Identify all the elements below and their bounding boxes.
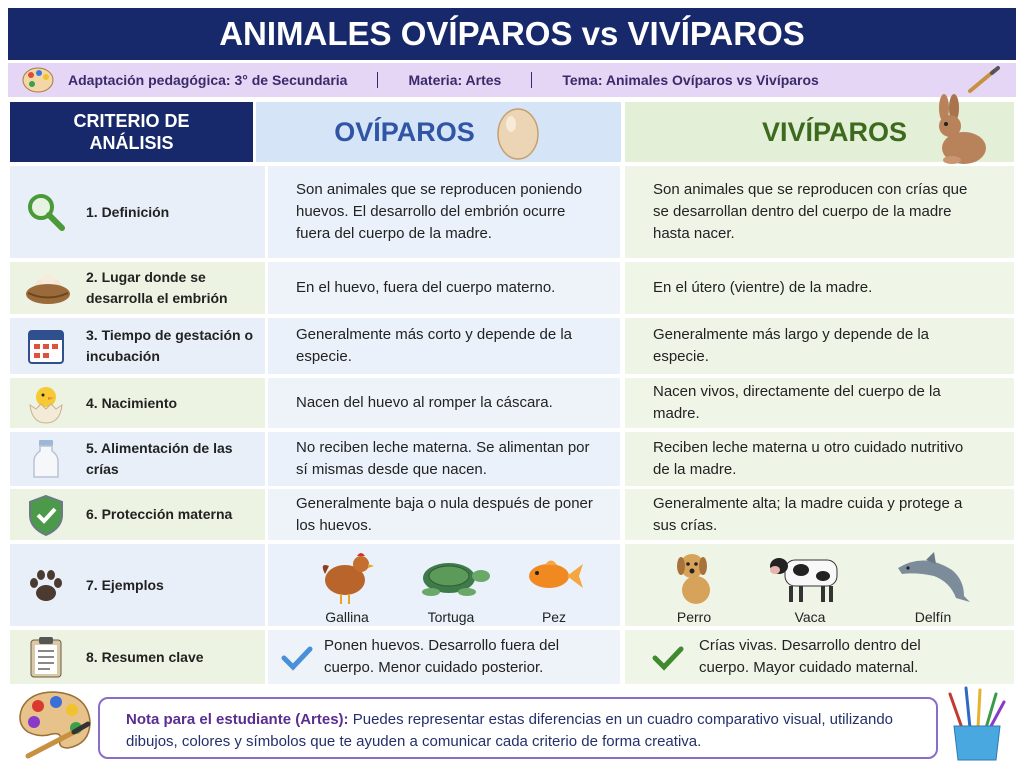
- header-text: OVÍPAROS: [334, 116, 475, 147]
- hen-drawing: [322, 553, 374, 604]
- viviparos-cell: Generalmente alta; la madre cuida y prot…: [625, 489, 1014, 540]
- header-viviparos: VIVÍPAROS: [625, 94, 1014, 164]
- row: 6. Protección materna Generalmente baja …: [0, 489, 1024, 540]
- fish-drawing: [529, 560, 583, 588]
- example-label: Vaca: [794, 609, 826, 625]
- viviparos-cell: Son animales que se reproducen con crías…: [625, 166, 1014, 258]
- paw-icon: [30, 570, 62, 601]
- brush-cup-illustration: [948, 686, 1006, 761]
- criterion: 6. Protección materna: [10, 489, 265, 540]
- example: Tortuga: [406, 548, 496, 628]
- row: 1. Definición Son animales que se reprod…: [0, 166, 1024, 258]
- note-text: Puedes representar estas diferencias en …: [126, 711, 894, 750]
- info-item: Materia: Artes: [377, 72, 531, 88]
- row: 5. Alimentación de las crías No reciben …: [0, 432, 1024, 486]
- note-box: Nota para el estudiante (Artes): Puedes …: [98, 697, 938, 759]
- clipboard-icon: [30, 637, 62, 678]
- dog-drawing: [677, 554, 710, 604]
- nest-icon: [26, 274, 70, 304]
- criterion-text: 7. Ejemplos: [86, 576, 164, 593]
- header-text: VIVÍPAROS: [761, 116, 908, 147]
- oviparos-cell: No reciben leche materna. Se alimentan p…: [268, 432, 620, 486]
- criterion: 7. Ejemplos: [10, 544, 265, 626]
- example: Gallina: [312, 548, 382, 628]
- milk-icon: [33, 440, 59, 478]
- palette-icon: [22, 67, 54, 93]
- turtle-drawing: [422, 563, 490, 596]
- rabbit-icon: [939, 94, 986, 164]
- info-bar: Adaptación pedagógica: 3° de Secundaria …: [8, 63, 1016, 97]
- viviparos-cell: Nacen vivos, directamente del cuerpo de …: [625, 378, 1014, 428]
- example-label: Pez: [541, 609, 567, 625]
- oviparos-cell: En el huevo, fuera del cuerpo materno.: [268, 262, 620, 314]
- title: ANIMALES OVÍPAROS vs VIVÍPAROS: [8, 8, 1016, 60]
- viviparos-cell: En el útero (vientre) de la madre.: [625, 262, 1014, 314]
- example-label: Perro: [676, 609, 712, 625]
- viviparos-cell: Generalmente más largo y depende de la e…: [625, 318, 1014, 374]
- check-icon: [281, 646, 313, 671]
- criterion: 3. Tiempo de gestación o incubación: [10, 318, 265, 374]
- criterion-text: 2. Lugar donde se desarrolla el embrión: [86, 269, 228, 306]
- oviparos-cell: Gallina Tortuga Pez: [268, 544, 620, 626]
- info-item: Adaptación pedagógica: 3° de Secundaria: [68, 72, 348, 88]
- criterion: 1. Definición: [10, 166, 265, 258]
- cow-drawing: [770, 558, 838, 602]
- row: 2. Lugar donde se desarrolla el embrión …: [0, 262, 1024, 314]
- criterion: 5. Alimentación de las crías: [10, 432, 265, 486]
- oviparos-cell: Son animales que se reproducen poniendo …: [268, 166, 620, 258]
- criterion: 4. Nacimiento: [10, 378, 265, 428]
- oviparos-cell: Generalmente más corto y depende de la e…: [268, 318, 620, 374]
- brush-icon: [968, 66, 1000, 93]
- viviparos-cell: Crías vivas. Desarrollo dentro del cuerp…: [625, 630, 1014, 684]
- oviparos-cell: Ponen huevos. Desarrollo fuera del cuerp…: [268, 630, 620, 684]
- example: Delfín: [893, 548, 973, 628]
- viviparos-cell: Perro Vaca Delfín: [625, 544, 1014, 626]
- dolphin-drawing: [898, 552, 970, 602]
- header-oviparos: OVÍPAROS: [256, 102, 621, 162]
- example: Perro: [661, 548, 727, 628]
- criterion-text: 3. Tiempo de gestación o incubación: [86, 327, 254, 364]
- row: 4. Nacimiento Nacen del huevo al romper …: [0, 378, 1024, 428]
- row: 7. Ejemplos Gallina Tortuga Pez Perro Va…: [0, 544, 1024, 626]
- row: 3. Tiempo de gestación o incubación Gene…: [0, 318, 1024, 374]
- summary-text: Ponen huevos. Desarrollo fuera del cuerp…: [324, 637, 560, 676]
- check-icon: [652, 646, 684, 671]
- oviparos-cell: Generalmente baja o nula después de pone…: [268, 489, 620, 540]
- magnifier-icon: [28, 194, 65, 231]
- info-item: Tema: Animales Ovíparos vs Vivíparos: [531, 72, 849, 88]
- note-label: Nota para el estudiante (Artes):: [126, 711, 349, 728]
- criterion: 8. Resumen clave: [10, 630, 265, 684]
- chick-icon: [29, 387, 63, 424]
- example-label: Delfín: [914, 609, 952, 625]
- viviparos-cell: Reciben leche materna u otro cuidado nut…: [625, 432, 1014, 486]
- example: Pez: [518, 548, 590, 628]
- row: 8. Resumen clave Ponen huevos. Desarroll…: [0, 630, 1024, 684]
- palette-illustration: [19, 691, 91, 759]
- example: Vaca: [765, 548, 855, 628]
- egg-icon: [497, 108, 539, 160]
- calendar-icon: [28, 330, 64, 364]
- example-label: Gallina: [325, 609, 369, 625]
- oviparos-cell: Nacen del huevo al romper la cáscara.: [268, 378, 620, 428]
- criterion-text: 8. Resumen clave: [86, 648, 204, 665]
- criterion-text: 6. Protección materna: [86, 506, 233, 522]
- criterion-text: 5. Alimentación de las crías: [86, 440, 233, 477]
- example-label: Tortuga: [427, 609, 475, 625]
- criterion-text: 4. Nacimiento: [86, 394, 178, 411]
- header-criterio: CRITERIO DE ANÁLISIS: [10, 102, 253, 162]
- criterion-text: 1. Definición: [86, 203, 170, 220]
- shield-icon: [29, 494, 63, 536]
- summary-text: Crías vivas. Desarrollo dentro del cuerp…: [699, 637, 921, 676]
- criterion: 2. Lugar donde se desarrolla el embrión: [10, 262, 265, 314]
